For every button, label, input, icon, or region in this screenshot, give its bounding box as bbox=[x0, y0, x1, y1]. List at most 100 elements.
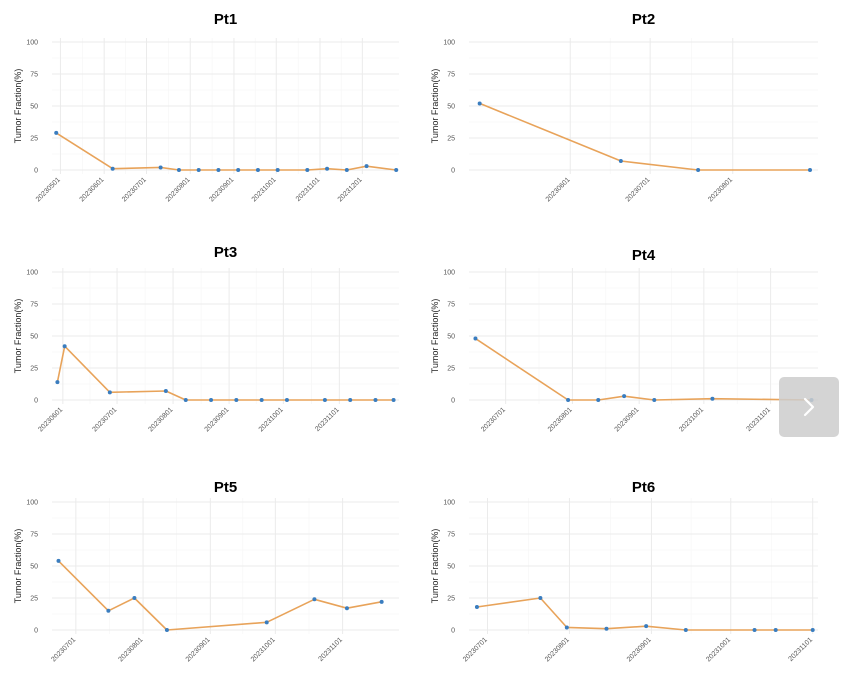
y-tick-label: 50 bbox=[447, 334, 455, 341]
x-tick-label: 20230701 bbox=[462, 636, 489, 663]
y-tick-label: 100 bbox=[26, 40, 38, 47]
data-point bbox=[158, 165, 163, 170]
data-point bbox=[312, 597, 317, 602]
series-line bbox=[57, 560, 382, 631]
data-point bbox=[183, 398, 188, 402]
x-tick-label: 20231001 bbox=[251, 176, 278, 203]
x-tick-label: 20230801 bbox=[544, 636, 571, 663]
data-point bbox=[683, 628, 688, 632]
y-tick-label: 100 bbox=[443, 500, 455, 507]
next-button[interactable] bbox=[779, 377, 839, 437]
y-axis-label: Tumor Fraction(%) bbox=[13, 529, 23, 604]
data-point bbox=[473, 336, 478, 341]
data-point bbox=[62, 344, 67, 349]
data-point bbox=[284, 398, 289, 402]
x-tick-label: 20230801 bbox=[118, 636, 145, 663]
x-tick-label: 20231101 bbox=[745, 406, 772, 433]
data-point bbox=[391, 398, 396, 402]
y-tick-label: 50 bbox=[447, 564, 455, 571]
data-point bbox=[477, 101, 482, 106]
data-point bbox=[644, 624, 649, 629]
data-point bbox=[566, 398, 571, 402]
x-tick-label: 20231101 bbox=[317, 636, 344, 663]
y-tick-label: 25 bbox=[30, 596, 38, 603]
data-point bbox=[163, 389, 168, 394]
data-point bbox=[344, 168, 349, 172]
x-tick-label: 20231101 bbox=[314, 406, 341, 433]
x-tick-label: 20230801 bbox=[707, 176, 734, 203]
y-axis-label: Tumor Fraction(%) bbox=[13, 299, 23, 374]
x-tick-label: 20230801 bbox=[165, 176, 192, 203]
data-point bbox=[618, 159, 623, 164]
x-tick-label: 20230701 bbox=[121, 176, 148, 203]
y-tick-label: 75 bbox=[447, 532, 455, 539]
y-tick-label: 25 bbox=[447, 366, 455, 373]
data-point bbox=[110, 166, 115, 171]
data-point bbox=[604, 626, 609, 631]
y-tick-label: 25 bbox=[30, 136, 38, 143]
panel-pt3: 0 25 50 75 100 20230601 20230701 20230801 202309… bbox=[13, 244, 399, 433]
panel-title: Pt5 bbox=[214, 479, 237, 496]
y-tick-label: 25 bbox=[447, 596, 455, 603]
x-tick-label: 20230801 bbox=[148, 406, 175, 433]
x-tick-label: 20231001 bbox=[678, 406, 705, 433]
data-point bbox=[236, 168, 241, 172]
data-point bbox=[255, 168, 260, 172]
series-line bbox=[479, 102, 810, 171]
data-point bbox=[209, 398, 214, 402]
data-point bbox=[344, 606, 349, 611]
data-point bbox=[622, 394, 627, 399]
y-tick-label: 0 bbox=[34, 628, 38, 635]
data-point bbox=[652, 398, 657, 402]
data-point bbox=[564, 625, 569, 630]
data-point bbox=[364, 164, 369, 169]
panel-pt1: 0 25 50 75 100 20230501 20230601 20230701 202308… bbox=[13, 11, 399, 203]
chevron-right-icon bbox=[803, 397, 815, 417]
y-axis-label: Tumor Fraction(%) bbox=[13, 69, 23, 144]
data-point bbox=[752, 628, 757, 632]
y-tick-label: 0 bbox=[451, 398, 455, 405]
series-line bbox=[55, 132, 397, 171]
data-point bbox=[808, 168, 813, 172]
panel-title: Pt4 bbox=[632, 247, 656, 264]
y-tick-label: 50 bbox=[30, 564, 38, 571]
data-point bbox=[56, 558, 61, 563]
x-tick-label: 20230701 bbox=[91, 406, 118, 433]
data-point bbox=[234, 398, 239, 402]
x-tick-label: 20231201 bbox=[337, 176, 364, 203]
data-point bbox=[325, 166, 330, 171]
panel-pt6: 0 25 50 75 100 20230701 20230801 20230901 202310… bbox=[430, 479, 818, 663]
x-tick-label: 20230801 bbox=[547, 406, 574, 433]
panel-pt4: 0 25 50 75 100 20230701 20230801 20230901 202310… bbox=[430, 247, 818, 433]
data-point bbox=[176, 168, 181, 172]
panel-title: Pt3 bbox=[214, 244, 237, 261]
x-tick-label: 20230501 bbox=[35, 176, 62, 203]
panel-title: Pt1 bbox=[214, 11, 237, 28]
x-tick-label: 20230901 bbox=[208, 176, 235, 203]
series-line bbox=[56, 345, 394, 401]
data-point bbox=[305, 168, 310, 172]
x-tick-label: 20230601 bbox=[79, 176, 106, 203]
series-line bbox=[475, 337, 812, 401]
y-tick-label: 0 bbox=[34, 398, 38, 405]
y-tick-label: 0 bbox=[451, 628, 455, 635]
y-tick-label: 100 bbox=[443, 40, 455, 47]
data-point bbox=[538, 596, 543, 600]
data-point bbox=[348, 398, 353, 402]
data-point bbox=[259, 398, 264, 402]
x-tick-label: 20230601 bbox=[37, 406, 64, 433]
data-point bbox=[107, 390, 112, 395]
data-point bbox=[596, 398, 601, 402]
x-tick-label: 20230701 bbox=[480, 406, 507, 433]
data-point bbox=[710, 396, 715, 401]
panel-pt5: 0 25 50 75 100 20230701 20230801 20230901 202310… bbox=[13, 479, 399, 663]
y-tick-label: 100 bbox=[443, 270, 455, 277]
panel-title: Pt2 bbox=[632, 11, 655, 28]
y-tick-label: 50 bbox=[30, 334, 38, 341]
data-point bbox=[696, 168, 701, 172]
x-tick-label: 20231101 bbox=[788, 636, 815, 663]
data-point bbox=[474, 604, 479, 609]
data-point bbox=[394, 168, 399, 172]
data-point bbox=[55, 380, 60, 385]
